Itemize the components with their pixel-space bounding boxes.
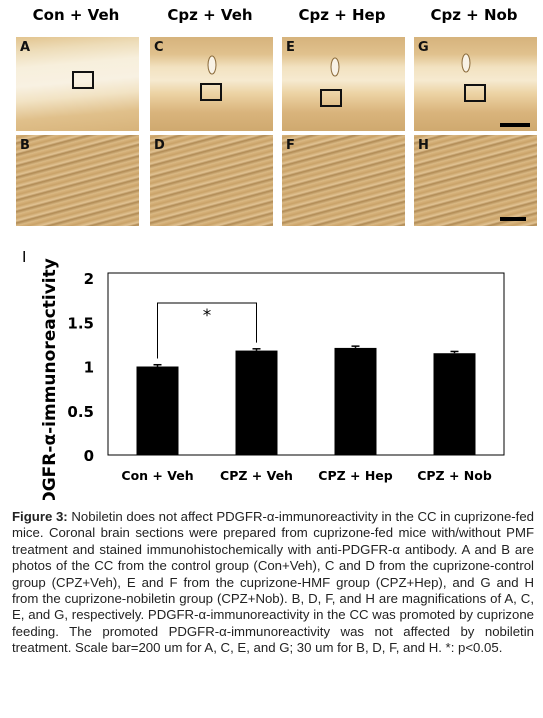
x-category-label: CPZ + Veh [220, 468, 293, 483]
micrograph-panel-g: G [414, 37, 537, 131]
ventricle-mark-c [207, 55, 217, 75]
micrograph-panel-c: C [150, 37, 273, 131]
micrograph-panel-f: F [282, 135, 405, 226]
micrograph-panel-b: B [16, 135, 139, 226]
ventricle-mark-g [461, 53, 471, 73]
scale-bar-top [500, 123, 530, 127]
chart-panel-label: I [22, 248, 26, 266]
significance-bracket [157, 302, 257, 359]
x-category-label: CPZ + Hep [318, 468, 393, 483]
roi-box-a [72, 71, 94, 89]
y-tick-label: 0.5 [67, 403, 94, 421]
panel-label-g: G [418, 40, 429, 55]
plot-frame [107, 272, 505, 456]
panel-label-f: F [286, 138, 295, 153]
ventricle-mark-e [330, 57, 340, 77]
bar [433, 353, 476, 455]
y-axis-label: PDGFR-α-immunoreactivity [40, 258, 60, 500]
panel-label-d: D [154, 138, 165, 153]
y-tick-label: 2 [84, 270, 94, 288]
column-title-cpz-nob: Cpz + Nob [430, 6, 518, 24]
panel-label-e: E [286, 40, 295, 55]
y-tick-label: 1.5 [67, 314, 94, 332]
column-title-con-veh: Con + Veh [32, 6, 120, 24]
bar [334, 347, 377, 455]
micrograph-panel-e: E [282, 37, 405, 131]
panel-label-c: C [154, 40, 164, 55]
roi-box-e [320, 89, 342, 107]
figure-caption: Figure 3: Nobiletin does not affect PDGF… [12, 509, 534, 657]
panel-label-h: H [418, 138, 429, 153]
column-title-cpz-hep: Cpz + Hep [298, 6, 386, 24]
x-category-label: Con + Veh [121, 468, 193, 483]
bar [235, 350, 278, 455]
panel-label-b: B [20, 138, 30, 153]
roi-box-g [464, 84, 486, 102]
caption-label: Figure 3: [12, 509, 68, 524]
micrograph-panel-d: D [150, 135, 273, 226]
column-title-cpz-veh: Cpz + Veh [167, 6, 253, 24]
scale-bar-bottom [500, 217, 526, 221]
y-tick-label: 1 [84, 359, 94, 377]
micrograph-panel-a: A [16, 37, 139, 131]
micrograph-panel-h: H [414, 135, 537, 226]
significance-star: * [203, 306, 212, 326]
roi-box-c [200, 83, 222, 101]
panel-label-a: A [20, 40, 31, 55]
y-tick-label: 0 [84, 447, 94, 465]
bar [136, 366, 179, 455]
caption-text: Nobiletin does not affect PDGFR-α-immuno… [12, 509, 535, 656]
bar-chart: I PDGFR-α-immunoreactivity 0 0.5 1 1.5 2 Con… [22, 248, 505, 500]
x-category-label: CPZ + Nob [417, 468, 492, 483]
